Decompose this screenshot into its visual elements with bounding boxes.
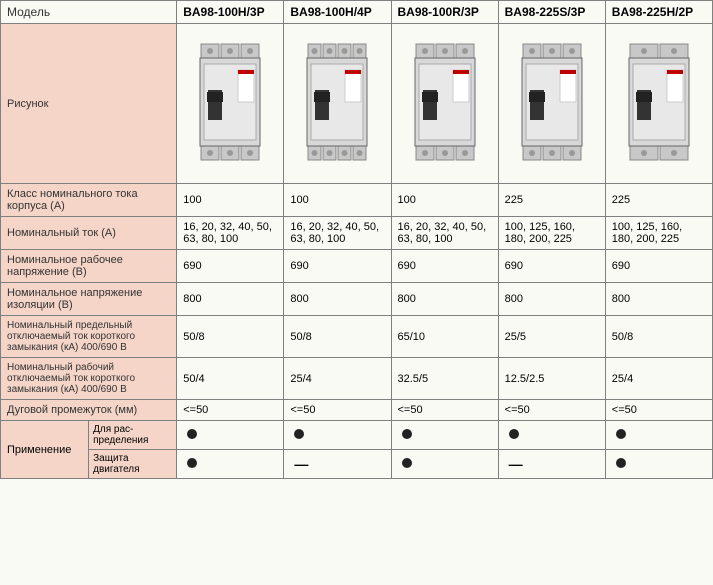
- dist-1: [284, 421, 391, 450]
- frame-current-1: 100: [284, 184, 391, 217]
- arc-label: Дуговой промежуток (мм): [1, 400, 177, 421]
- working-voltage-label: Номинальное рабочее напряжение (В): [1, 250, 177, 283]
- arc-1: <=50: [284, 400, 391, 421]
- motor-3: —: [498, 450, 605, 479]
- dist-2: [391, 421, 498, 450]
- working-voltage-3: 690: [498, 250, 605, 283]
- breaker-img-0: [177, 24, 284, 184]
- motor-4: [605, 450, 712, 479]
- ultimate-break-2: 65/10: [391, 316, 498, 358]
- model-header-label: Модель: [1, 1, 177, 24]
- motor-label: Защита двигателя: [89, 450, 177, 479]
- working-voltage-1: 690: [284, 250, 391, 283]
- dist-label: Для рас- пределения: [89, 421, 177, 450]
- rated-current-3: 100, 125, 160, 180, 200, 225: [498, 217, 605, 250]
- arc-4: <=50: [605, 400, 712, 421]
- service-break-4: 25/4: [605, 358, 712, 400]
- model-col-3: BA98-225S/3P: [498, 1, 605, 24]
- service-break-2: 32.5/5: [391, 358, 498, 400]
- application-label: Применение: [1, 421, 89, 479]
- frame-current-label: Класс номинального тока корпуса (А): [1, 184, 177, 217]
- motor-0: [177, 450, 284, 479]
- insulation-voltage-1: 800: [284, 283, 391, 316]
- rated-current-label: Номинальный ток (А): [1, 217, 177, 250]
- model-col-2: BA98-100R/3P: [391, 1, 498, 24]
- breaker-img-1: [284, 24, 391, 184]
- ultimate-break-4: 50/8: [605, 316, 712, 358]
- breaker-img-4: [605, 24, 712, 184]
- rated-current-1: 16, 20, 32, 40, 50, 63, 80, 100: [284, 217, 391, 250]
- insulation-voltage-label: Номинальное напряжение изоляции (В): [1, 283, 177, 316]
- working-voltage-4: 690: [605, 250, 712, 283]
- model-col-0: BA98-100H/3P: [177, 1, 284, 24]
- frame-current-4: 225: [605, 184, 712, 217]
- breaker-img-3: [498, 24, 605, 184]
- dist-4: [605, 421, 712, 450]
- rated-current-4: 100, 125, 160, 180, 200, 225: [605, 217, 712, 250]
- working-voltage-0: 690: [177, 250, 284, 283]
- ultimate-break-label: Номинальный предельный отключаемый ток к…: [1, 316, 177, 358]
- breaker-img-2: [391, 24, 498, 184]
- model-col-1: BA98-100H/4P: [284, 1, 391, 24]
- insulation-voltage-0: 800: [177, 283, 284, 316]
- image-row-label: Рисунок: [1, 24, 177, 184]
- frame-current-2: 100: [391, 184, 498, 217]
- arc-2: <=50: [391, 400, 498, 421]
- service-break-label: Номинальный рабочий отключаемый ток коро…: [1, 358, 177, 400]
- working-voltage-2: 690: [391, 250, 498, 283]
- motor-1: —: [284, 450, 391, 479]
- arc-3: <=50: [498, 400, 605, 421]
- insulation-voltage-2: 800: [391, 283, 498, 316]
- insulation-voltage-3: 800: [498, 283, 605, 316]
- ultimate-break-1: 50/8: [284, 316, 391, 358]
- service-break-3: 12.5/2.5: [498, 358, 605, 400]
- service-break-0: 50/4: [177, 358, 284, 400]
- ultimate-break-0: 50/8: [177, 316, 284, 358]
- rated-current-0: 16, 20, 32, 40, 50, 63, 80, 100: [177, 217, 284, 250]
- dist-3: [498, 421, 605, 450]
- service-break-1: 25/4: [284, 358, 391, 400]
- insulation-voltage-4: 800: [605, 283, 712, 316]
- dist-0: [177, 421, 284, 450]
- model-col-4: BA98-225H/2P: [605, 1, 712, 24]
- arc-0: <=50: [177, 400, 284, 421]
- frame-current-0: 100: [177, 184, 284, 217]
- rated-current-2: 16, 20, 32, 40, 50, 63, 80, 100: [391, 217, 498, 250]
- ultimate-break-3: 25/5: [498, 316, 605, 358]
- frame-current-3: 225: [498, 184, 605, 217]
- motor-2: [391, 450, 498, 479]
